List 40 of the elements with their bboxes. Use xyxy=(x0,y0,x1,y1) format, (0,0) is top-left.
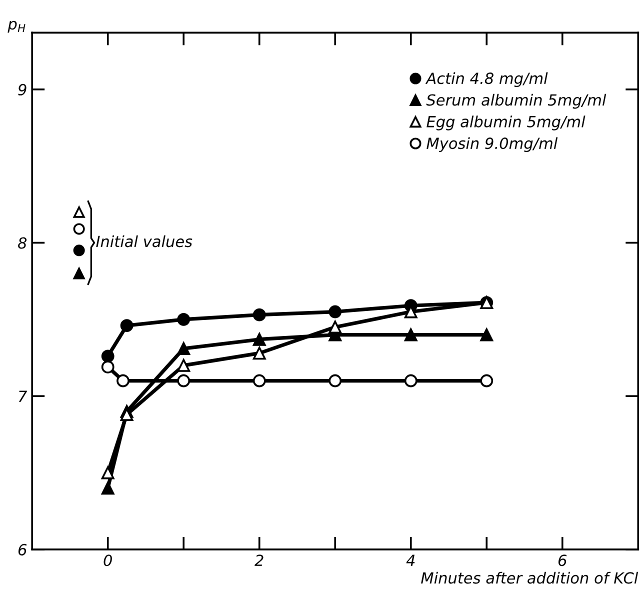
point xyxy=(101,350,114,363)
point xyxy=(177,374,190,388)
point xyxy=(177,342,190,356)
y-tick-label: 7 xyxy=(18,390,28,402)
point xyxy=(120,319,134,332)
point xyxy=(101,466,114,480)
point xyxy=(252,346,266,360)
x-tick-label: 6 xyxy=(558,554,567,566)
y-tick-label: 8 xyxy=(18,237,27,249)
y-tick-label: 6 xyxy=(18,544,27,556)
point xyxy=(404,328,418,342)
x-axis-title: Minutes after addition of KCl xyxy=(421,572,638,584)
point xyxy=(101,482,114,495)
y-axis-title: p$_{H}$ xyxy=(8,20,26,33)
point xyxy=(328,320,342,334)
point xyxy=(404,374,418,388)
x-tick-label: 2 xyxy=(254,554,264,566)
point xyxy=(73,206,85,218)
legend-label: Serum albumin 5mg/ml xyxy=(426,94,606,109)
point xyxy=(252,374,266,388)
point xyxy=(480,374,494,388)
point xyxy=(101,360,114,374)
x-tick-label: 0 xyxy=(104,554,112,566)
legend-label: Myosin 9.0mg/ml xyxy=(426,137,558,152)
point xyxy=(73,268,85,280)
point xyxy=(177,312,190,326)
y-tick-label: 9 xyxy=(18,84,26,96)
legend-label: Actin 4.8 mg/ml xyxy=(425,72,548,88)
point xyxy=(480,328,494,342)
point xyxy=(116,374,130,388)
legend-label: Egg albumin 5mg/ml xyxy=(426,116,586,130)
annotation: Initial values xyxy=(96,235,192,248)
point xyxy=(252,332,266,346)
point xyxy=(73,244,85,256)
point xyxy=(73,223,85,235)
point xyxy=(252,308,266,322)
point xyxy=(328,374,342,388)
point xyxy=(177,358,190,372)
x-tick-label: 4 xyxy=(406,554,415,566)
point xyxy=(328,305,342,318)
